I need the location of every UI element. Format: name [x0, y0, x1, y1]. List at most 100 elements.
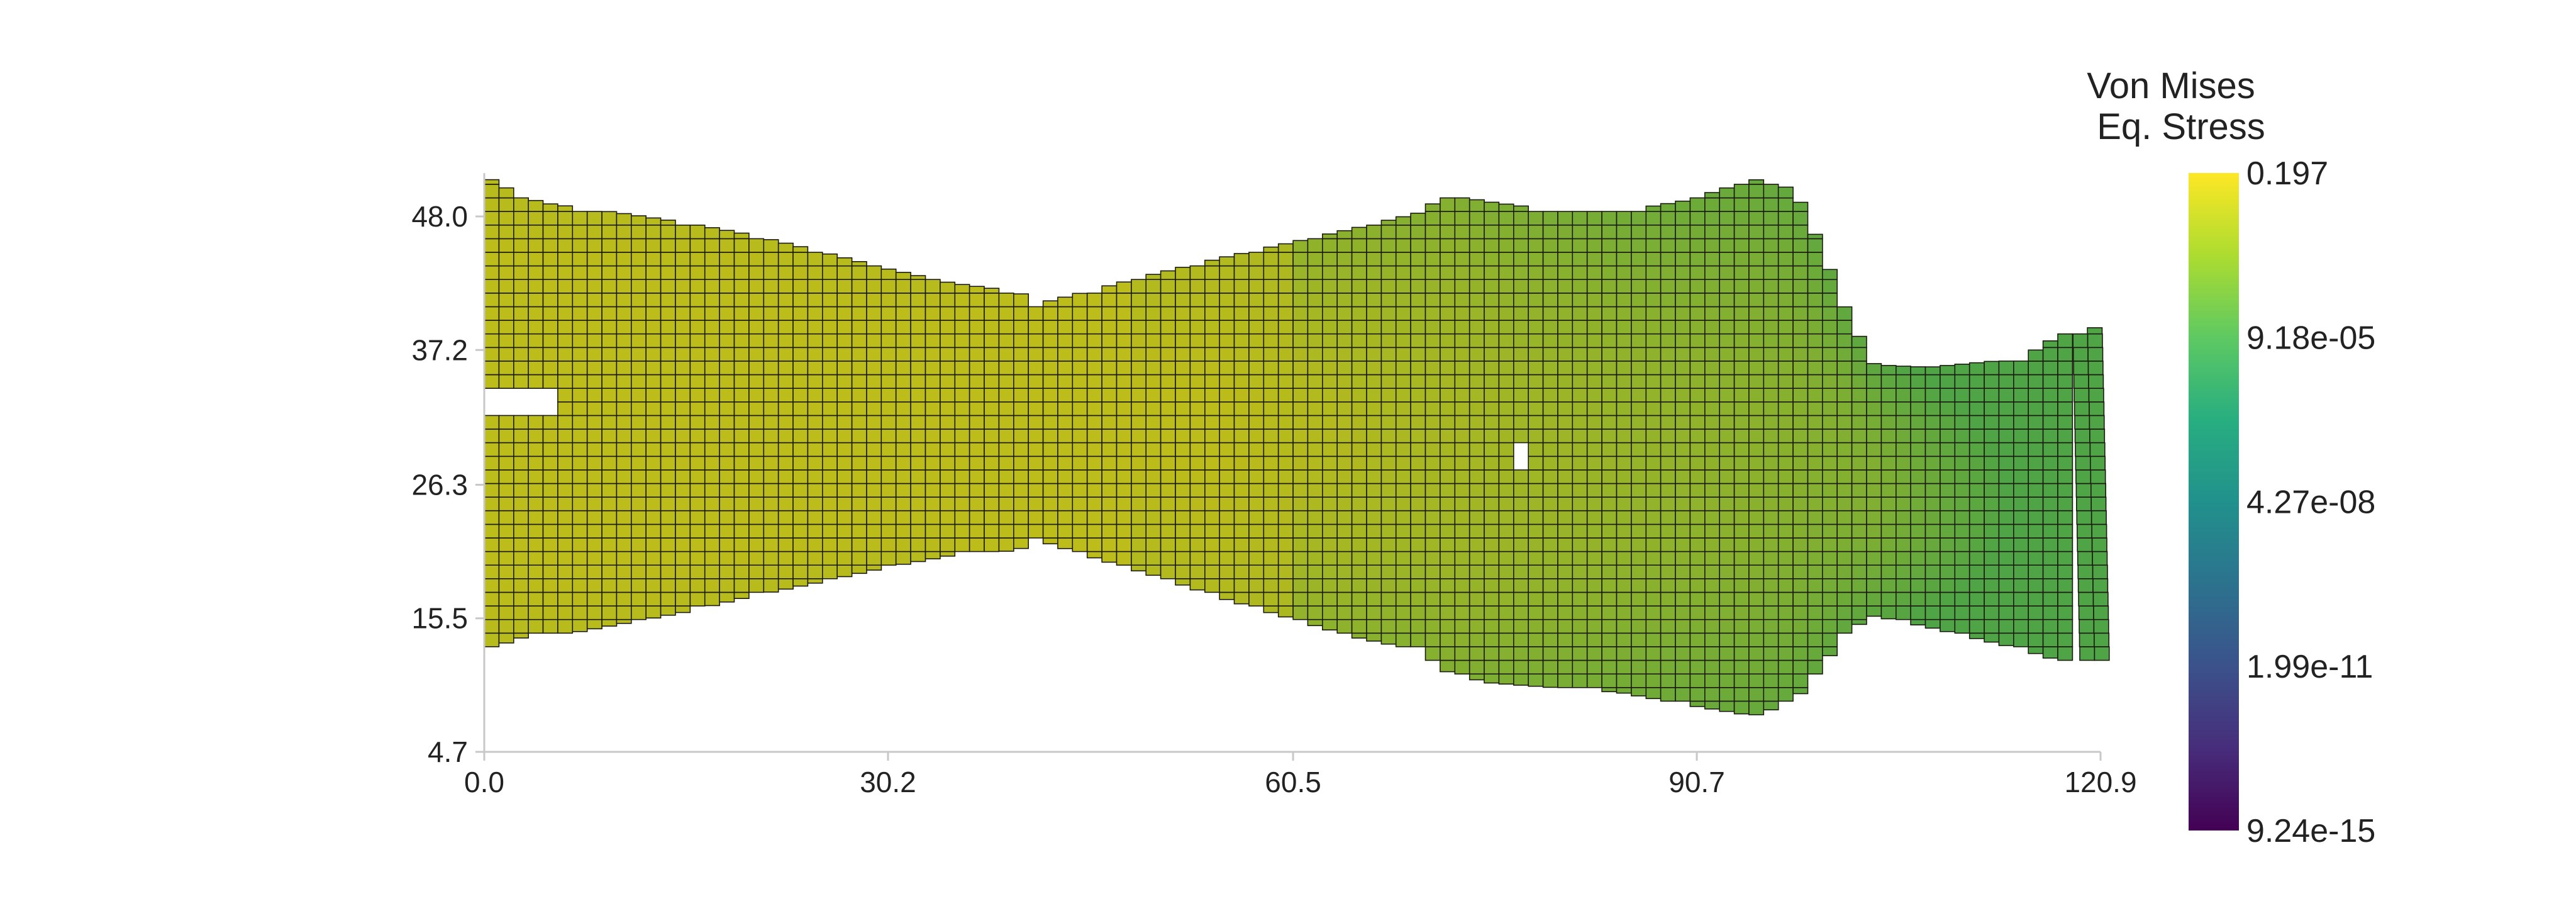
mesh-cell: [1822, 279, 1838, 294]
mesh-cell: [1924, 523, 1941, 539]
mesh-cell: [1498, 510, 1514, 525]
mesh-cell: [1468, 523, 1485, 539]
mesh-cell: [1263, 523, 1279, 539]
mesh-cell: [719, 279, 735, 294]
mesh-cell: [1233, 564, 1250, 579]
mesh-cell: [1689, 374, 1706, 389]
mesh-cell: [1763, 456, 1779, 471]
mesh-cell: [675, 265, 691, 281]
mesh-cell: [1733, 238, 1750, 253]
mesh-cell: [1189, 293, 1206, 308]
mesh-cell: [1484, 347, 1500, 362]
mesh-cell: [1704, 265, 1721, 281]
mesh-cell: [1704, 361, 1721, 376]
mesh-cell: [675, 428, 691, 444]
mesh-cell: [498, 591, 514, 607]
mesh-cell: [1072, 306, 1088, 321]
mesh-cell: [1277, 293, 1294, 308]
mesh-cell: [1513, 265, 1530, 281]
mesh-cell: [1410, 564, 1426, 579]
mesh-cell: [1248, 306, 1265, 321]
mesh-cell: [660, 578, 676, 593]
mesh-cell: [1263, 591, 1279, 607]
mesh-cell: [807, 388, 823, 403]
mesh-cell: [1336, 510, 1353, 525]
mesh-cell: [1719, 361, 1735, 376]
mesh-cell: [1572, 605, 1588, 620]
mesh-cell: [1616, 605, 1632, 620]
mesh-cell: [484, 456, 500, 471]
mesh-cell: [1968, 632, 1985, 639]
mesh-cell: [1792, 293, 1809, 308]
mesh-cell: [1160, 428, 1176, 444]
mesh-cell: [1586, 293, 1602, 308]
mesh-cell: [1586, 415, 1602, 430]
mesh-cell: [1792, 320, 1809, 335]
mesh-cell: [1631, 537, 1647, 552]
mesh-cell: [1336, 469, 1353, 484]
mesh-cell: [792, 442, 809, 457]
mesh-cell: [1998, 469, 2014, 484]
mesh-cell: [866, 510, 882, 525]
mesh-cell: [1189, 496, 1206, 512]
mesh-cell: [1792, 252, 1809, 267]
mesh-cell: [1204, 320, 1221, 335]
mesh-cell: [1689, 252, 1706, 267]
mesh-cell: [1484, 618, 1500, 634]
mesh-cell: [1292, 388, 1309, 403]
mesh-cell: [1704, 687, 1721, 702]
mesh-cell: [1057, 388, 1074, 403]
mesh-cell: [1160, 456, 1176, 471]
mesh-cell: [2057, 632, 2074, 647]
mesh-cell: [1292, 361, 1309, 376]
mesh-cell: [1351, 306, 1367, 321]
mesh-cell: [807, 428, 823, 444]
mesh-cell: [1645, 347, 1662, 362]
mesh-cell: [1440, 632, 1456, 647]
mesh-cell: [807, 483, 823, 498]
mesh-cell: [1557, 211, 1574, 226]
mesh-cell: [586, 496, 602, 512]
mesh-cell: [1145, 537, 1162, 552]
mesh-cell: [984, 374, 1000, 389]
mesh-cell: [940, 281, 956, 294]
mesh-cell: [1631, 564, 1647, 579]
mesh-cell: [542, 442, 558, 457]
mesh-cell: [719, 578, 735, 593]
mesh-cell: [1131, 401, 1147, 417]
mesh-cell: [645, 361, 662, 376]
mesh-cell: [2089, 415, 2105, 430]
mesh-cell: [675, 293, 691, 308]
mesh-cell: [1616, 496, 1632, 512]
mesh-cell: [675, 496, 691, 512]
mesh-cell: [542, 293, 558, 308]
mesh-cell: [1454, 401, 1470, 417]
mesh-cell: [630, 320, 647, 335]
mesh-cell: [704, 496, 720, 512]
mesh-cell: [1733, 469, 1750, 484]
mesh-cell: [498, 197, 514, 212]
mesh-cell: [1601, 361, 1618, 376]
mesh-cell: [792, 320, 809, 335]
mesh-cell: [1233, 361, 1250, 376]
mesh-cell: [1880, 374, 1897, 389]
mesh-cell: [1410, 388, 1426, 403]
mesh-cell: [1307, 265, 1323, 281]
mesh-cell: [1704, 659, 1721, 674]
mesh-cell: [836, 442, 853, 457]
mesh-cell: [1307, 238, 1323, 253]
mesh-cell: [1440, 591, 1456, 607]
mesh-cell: [1336, 428, 1353, 444]
mesh-cell: [542, 374, 558, 389]
mesh-cell: [1131, 496, 1147, 512]
mesh-cell: [513, 279, 529, 294]
mesh-cell: [484, 551, 500, 566]
mesh-cell: [1513, 252, 1530, 267]
mesh-cell: [586, 537, 602, 552]
mesh-cell: [1395, 306, 1411, 321]
mesh-cell: [1336, 238, 1353, 253]
mesh-cell: [1675, 618, 1691, 634]
mesh-cell: [1336, 537, 1353, 552]
mesh-cell: [1572, 224, 1588, 240]
mesh-cell: [2013, 496, 2029, 512]
